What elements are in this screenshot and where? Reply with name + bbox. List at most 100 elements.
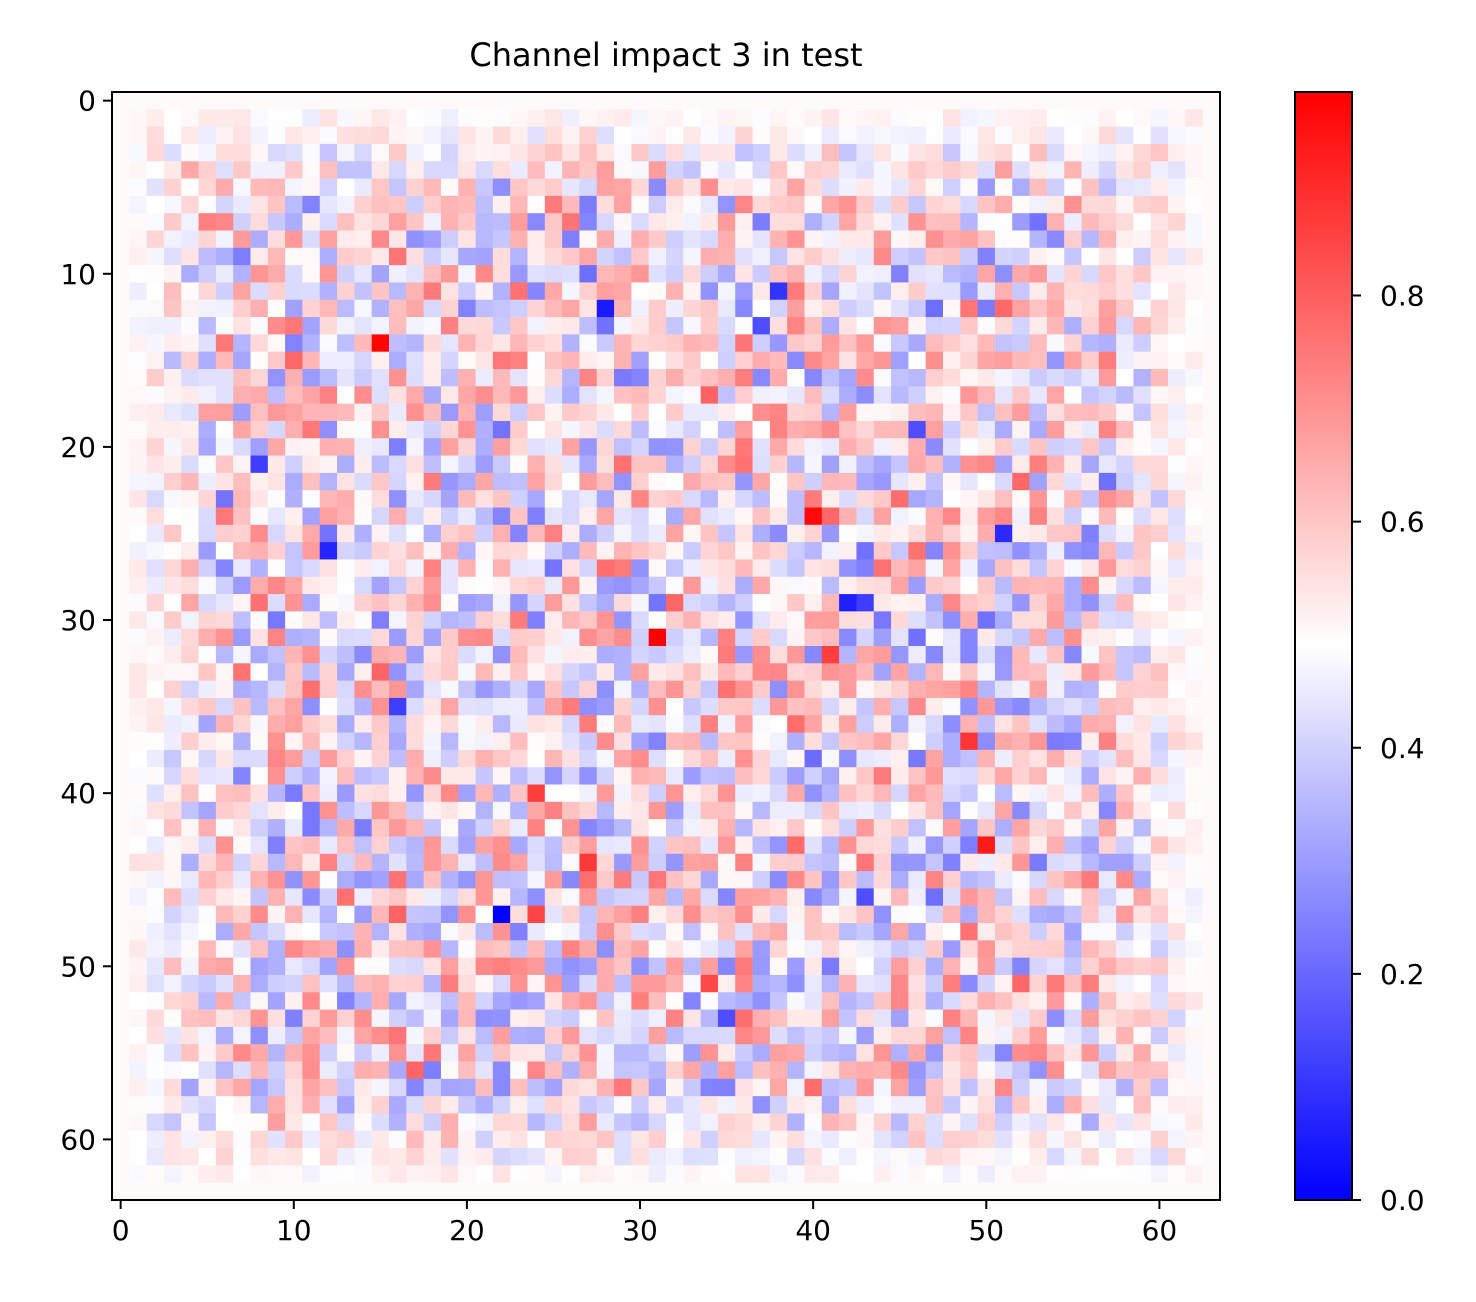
heatmap-cell (163, 299, 182, 318)
heatmap-cell (250, 455, 269, 474)
heatmap-cell (1168, 594, 1186, 612)
heatmap-cell (562, 524, 581, 543)
heatmap-cell (389, 490, 407, 509)
heatmap-cell (215, 195, 234, 214)
heatmap-cell (804, 109, 823, 128)
heatmap-cell (1202, 265, 1221, 284)
heatmap-cell (215, 542, 234, 561)
heatmap-cell (215, 836, 234, 855)
heatmap-cell (233, 957, 252, 976)
heatmap-cell (527, 1130, 546, 1149)
heatmap-cell (492, 126, 511, 145)
heatmap-cell (544, 923, 563, 941)
heatmap-cell (544, 801, 563, 820)
heatmap-cell (440, 940, 459, 959)
heatmap-cell (614, 940, 632, 959)
heatmap-cell (821, 1044, 840, 1063)
heatmap-cell (683, 403, 702, 422)
heatmap-cell (527, 715, 546, 734)
heatmap-cell (1168, 888, 1186, 907)
heatmap-cell (510, 369, 529, 387)
heatmap-cell (285, 697, 304, 716)
heatmap-cell (631, 836, 650, 855)
heatmap-cell (1012, 836, 1031, 855)
heatmap-cell (1116, 697, 1135, 716)
heatmap-cell (319, 628, 338, 647)
colorbar (1294, 91, 1353, 1201)
heatmap-cell (423, 542, 442, 561)
heatmap-cell (423, 351, 442, 370)
heatmap-cell (1081, 1130, 1100, 1149)
heatmap-cell (614, 490, 632, 509)
heatmap-cell (873, 1096, 892, 1115)
heatmap-cell (1029, 680, 1048, 699)
heatmap-cell (648, 732, 667, 751)
heatmap-cell (891, 1078, 909, 1097)
heatmap-cell (1116, 317, 1135, 335)
heatmap-cell (1046, 923, 1065, 941)
heatmap-cell (787, 992, 806, 1011)
heatmap-cell (1064, 594, 1083, 612)
heatmap-cell (354, 472, 373, 491)
heatmap-cell (908, 680, 927, 699)
heatmap-cell (977, 161, 996, 180)
heatmap-cell (614, 1044, 632, 1063)
heatmap-cell (1133, 628, 1152, 647)
heatmap-cell (908, 801, 927, 820)
heatmap-cell (492, 178, 511, 197)
heatmap-cell (752, 472, 771, 491)
heatmap-cell (510, 1148, 529, 1166)
heatmap-cell (1046, 888, 1065, 907)
heatmap-cell (1150, 524, 1169, 543)
heatmap-cell (423, 646, 442, 664)
heatmap-cell (319, 403, 338, 422)
heatmap-cell (683, 992, 702, 1011)
heatmap-cell (1150, 1165, 1169, 1184)
heatmap-cell (1064, 213, 1083, 232)
heatmap-cell (475, 819, 494, 838)
heatmap-cell (181, 1113, 200, 1132)
heatmap-cell (302, 628, 321, 647)
heatmap-cell (1168, 334, 1186, 353)
heatmap-cell (371, 178, 390, 197)
heatmap-cell (562, 888, 581, 907)
heatmap-cell (839, 1061, 858, 1080)
heatmap-cell (440, 299, 459, 318)
heatmap-cell (544, 594, 563, 612)
heatmap-cell (337, 1182, 355, 1201)
x-tick-label: 60 (1142, 1214, 1178, 1247)
heatmap-cell (215, 992, 234, 1011)
heatmap-cell (648, 923, 667, 941)
heatmap-cell (198, 871, 217, 889)
heatmap-cell (908, 126, 927, 145)
heatmap-cell (908, 230, 927, 249)
heatmap-cell (250, 126, 269, 145)
heatmap-cell (233, 1148, 252, 1166)
heatmap-cell (839, 490, 858, 509)
heatmap-cell (1168, 1026, 1186, 1045)
heatmap-cell (112, 126, 130, 145)
heatmap-cell (614, 559, 632, 578)
heatmap-cell (302, 1182, 321, 1201)
heatmap-cell (181, 351, 200, 370)
heatmap-cell (943, 576, 961, 595)
heatmap-cell (1185, 628, 1204, 647)
heatmap-cell (614, 178, 632, 197)
heatmap-cell (1029, 923, 1048, 941)
heatmap-cell (198, 299, 217, 318)
heatmap-cell (163, 420, 182, 439)
heatmap-cell (735, 247, 754, 266)
heatmap-cell (163, 1026, 182, 1045)
heatmap-cell (527, 386, 546, 405)
heatmap-cell (1029, 940, 1048, 959)
heatmap-cell (943, 1148, 961, 1166)
heatmap-cell (302, 282, 321, 301)
heatmap-cell (873, 230, 892, 249)
heatmap-cell (354, 1113, 373, 1132)
heatmap-cell (908, 957, 927, 976)
heatmap-cell (492, 282, 511, 301)
heatmap-cell (666, 628, 684, 647)
heatmap-cell (994, 334, 1013, 353)
heatmap-cell (233, 646, 252, 664)
heatmap-cell (752, 351, 771, 370)
